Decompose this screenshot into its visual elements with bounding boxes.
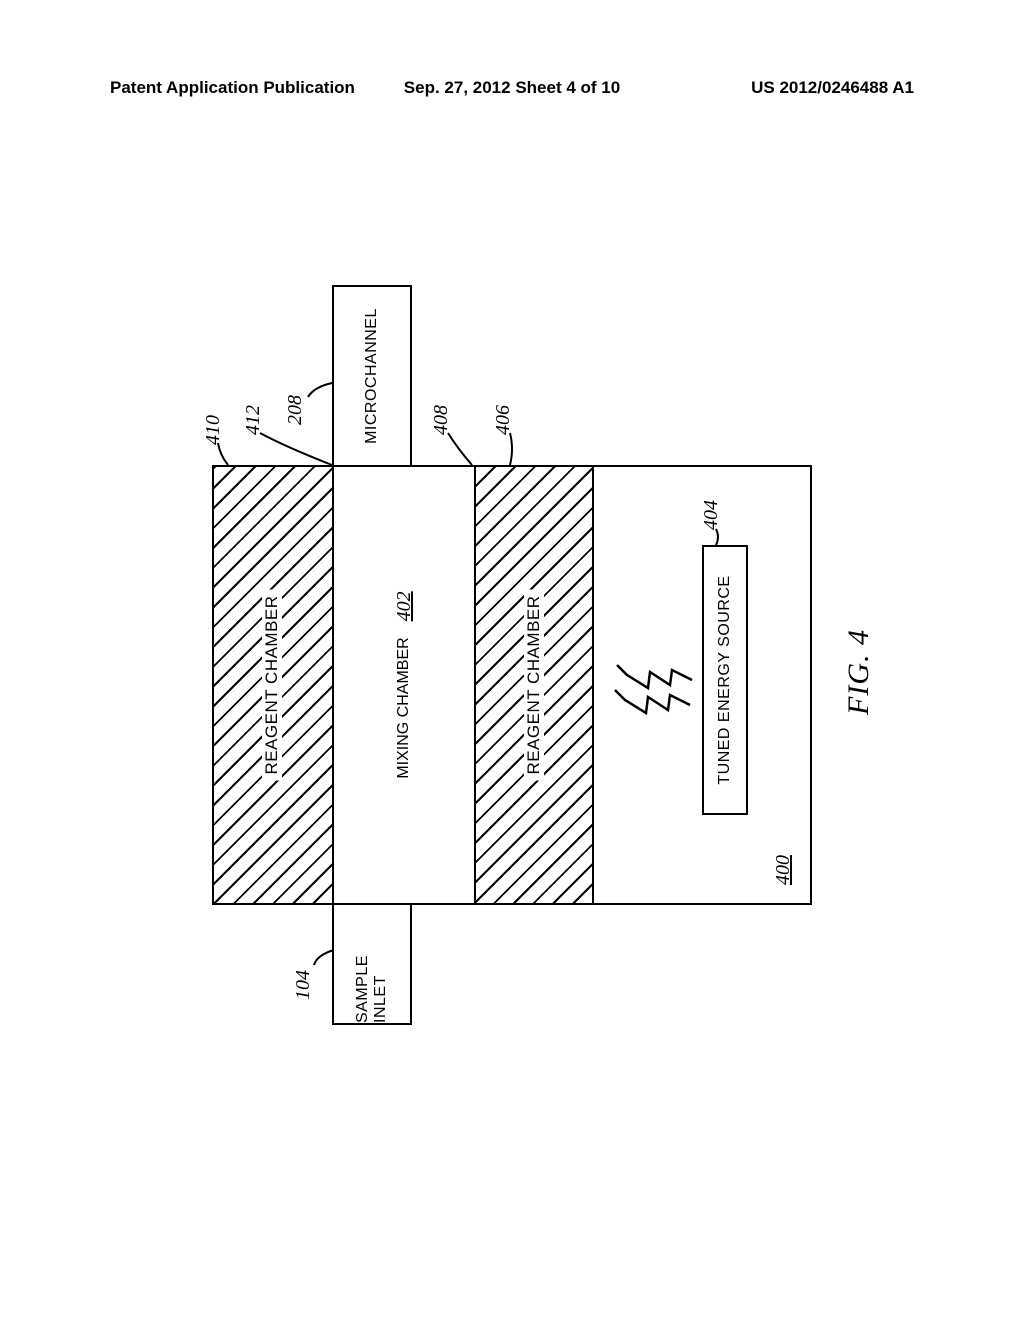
microchannel-box: MICROCHANNEL — [332, 285, 412, 465]
energy-wave-icon — [610, 645, 700, 725]
mixing-label: MIXING CHAMBER — [395, 637, 413, 778]
reagent-bottom-label: REAGENT CHAMBER — [524, 589, 544, 780]
leader-410 — [214, 439, 232, 467]
leader-104 — [312, 940, 336, 970]
page-header: Patent Application Publication Sep. 27, … — [0, 78, 1024, 98]
leader-404 — [712, 525, 728, 547]
ref-208: 208 — [284, 395, 307, 425]
reagent-top-label: REAGENT CHAMBER — [262, 589, 282, 780]
tuned-energy-source-box: TUNED ENERGY SOURCE — [702, 545, 748, 815]
leader-408 — [444, 429, 476, 467]
ref-402: 402 — [393, 591, 416, 621]
figure-label: FIG. 4 — [842, 629, 876, 715]
microchannel-label: MICROCHANNEL — [363, 308, 381, 444]
tuned-source-label: TUNED ENERGY SOURCE — [716, 575, 734, 784]
ref-104: 104 — [292, 970, 315, 1000]
leader-412 — [256, 427, 336, 467]
leader-208 — [306, 375, 334, 405]
figure-diagram: SAMPLE INLET 104 REAGENT CHAMBER MIXING … — [212, 235, 812, 1085]
leader-406 — [506, 429, 524, 467]
sample-inlet-label: SAMPLE INLET — [354, 905, 390, 1023]
header-publication: Patent Application Publication — [110, 78, 378, 98]
header-patent-number: US 2012/0246488 A1 — [646, 78, 914, 98]
reagent-chamber-top: REAGENT CHAMBER — [214, 467, 334, 903]
reagent-chamber-bottom: REAGENT CHAMBER — [474, 467, 594, 903]
ref-400: 400 — [772, 855, 795, 885]
mixing-chamber: MIXING CHAMBER 402 — [334, 467, 474, 903]
sample-inlet-box: SAMPLE INLET — [332, 905, 412, 1025]
header-date-sheet: Sep. 27, 2012 Sheet 4 of 10 — [378, 78, 646, 98]
